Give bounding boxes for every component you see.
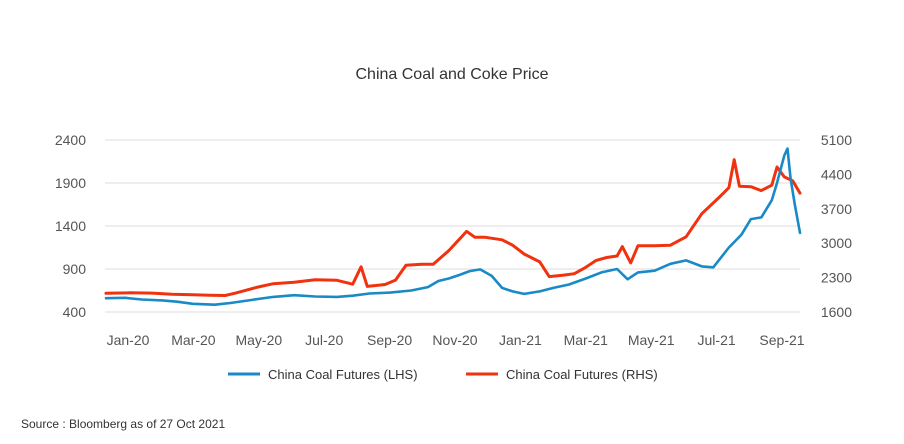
legend-label: China Coal Futures (RHS) <box>506 367 658 382</box>
right-tick-label: 4400 <box>821 166 852 182</box>
x-tick-label: Jul-20 <box>305 332 343 348</box>
x-tick-label: Mar-20 <box>171 332 216 348</box>
left-tick-label: 1900 <box>55 175 86 191</box>
x-tick-label: May-21 <box>628 332 675 348</box>
right-axis: 1600 2300 3000 3700 4400 5100 <box>821 132 852 320</box>
left-axis: 400 900 1400 1900 2400 <box>55 132 86 320</box>
x-tick-label: Jan-21 <box>499 332 542 348</box>
legend-label: China Coal Futures (LHS) <box>268 367 418 382</box>
left-tick-label: 1400 <box>55 218 86 234</box>
chart: China Coal and Coke Price 400 900 1400 1900… <box>55 66 852 382</box>
gridlines <box>105 139 800 313</box>
right-tick-label: 3700 <box>821 201 852 217</box>
right-tick-label: 2300 <box>821 270 852 286</box>
right-tick-label: 1600 <box>821 304 852 320</box>
x-tick-label: Jul-21 <box>698 332 736 348</box>
left-tick-label: 2400 <box>55 132 86 148</box>
left-tick-label: 900 <box>63 261 87 277</box>
source-note: Source : Bloomberg as of 27 Oct 2021 <box>21 417 226 431</box>
x-tick-label: Nov-20 <box>432 332 477 348</box>
x-tick-label: May-20 <box>235 332 282 348</box>
x-tick-label: Sep-21 <box>759 332 804 348</box>
legend: China Coal Futures (LHS) China Coal Futur… <box>228 367 658 382</box>
series-line-coal-lhs <box>104 147 802 307</box>
x-tick-label: Mar-21 <box>564 332 609 348</box>
left-tick-label: 400 <box>63 304 87 320</box>
right-tick-label: 5100 <box>821 132 852 148</box>
series-group <box>104 147 802 307</box>
right-tick-label: 3000 <box>821 235 852 251</box>
x-axis: Jan-20 Mar-20 May-20 Jul-20 Sep-20 Nov-20 Jan-… <box>107 332 805 348</box>
series-line-coal-rhs <box>104 158 802 297</box>
x-tick-label: Jan-20 <box>107 332 150 348</box>
x-tick-label: Sep-20 <box>367 332 412 348</box>
chart-title: China Coal and Coke Price <box>356 66 549 83</box>
